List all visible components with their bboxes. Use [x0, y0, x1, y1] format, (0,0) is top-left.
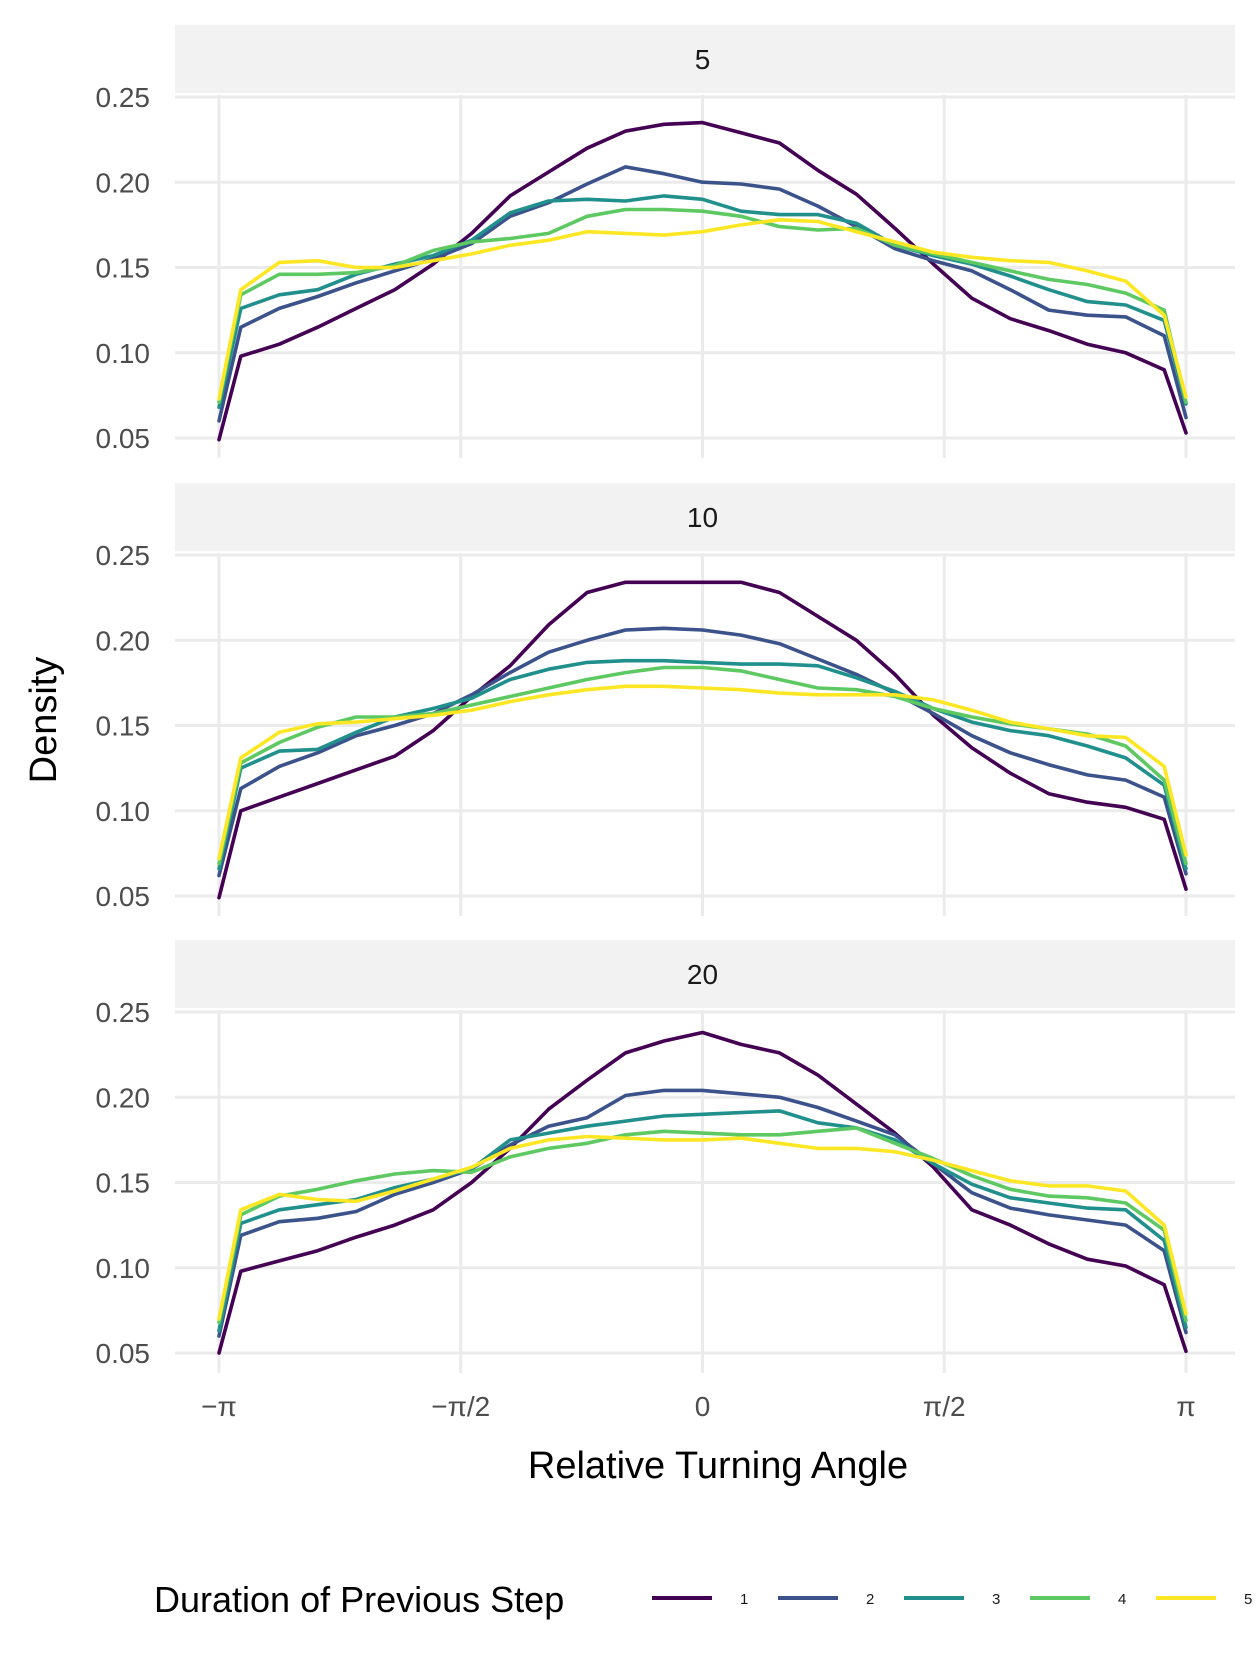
y-tick-label: 0.10 — [96, 796, 151, 827]
series-line-2 — [217, 1088, 1188, 1338]
y-tick-label: 0.25 — [96, 997, 151, 1028]
panel-5: 5 0.05 0.10 0.15 0.20 0.25 — [96, 25, 1235, 458]
panels: 5 0.05 0.10 0.15 0.20 0.25 10 0.05 0.10 0.15 0.20 0… — [96, 25, 1235, 1373]
panel-10: 10 0.05 0.10 0.15 0.20 0.25 — [96, 483, 1235, 916]
facet-strip — [175, 483, 1235, 551]
legend-label-5: 5 — [1244, 1591, 1252, 1608]
legend-label-4: 4 — [1118, 1591, 1126, 1608]
y-tick-label: 0.25 — [96, 82, 151, 113]
y-axis-title: Density — [23, 657, 65, 784]
x-tick-label: π — [1176, 1391, 1195, 1422]
facet-strip — [175, 25, 1235, 93]
legend-label-1: 1 — [740, 1591, 748, 1608]
series-line-4 — [217, 1126, 1188, 1325]
x-axis-ticks: −π −π/2 0 π/2 π — [201, 1391, 1196, 1422]
y-tick-label: 0.05 — [96, 1338, 151, 1369]
facet-label: 10 — [687, 502, 718, 533]
y-tick-label: 0.15 — [96, 1168, 151, 1199]
y-tick-label: 0.20 — [96, 167, 151, 198]
panel-20: 20 0.05 0.10 0.15 0.20 0.25 — [96, 940, 1235, 1373]
legend-label-3: 3 — [992, 1591, 1000, 1608]
legend-title: Duration of Previous Step — [154, 1579, 564, 1620]
facet-label: 20 — [687, 959, 718, 990]
series-line-3 — [217, 658, 1188, 871]
series-line-3 — [217, 1109, 1188, 1333]
series-line-2 — [217, 626, 1188, 878]
series-line-1 — [217, 1030, 1188, 1355]
x-tick-label: 0 — [695, 1391, 711, 1422]
facet-label: 5 — [695, 44, 711, 75]
series-line-5 — [217, 218, 1188, 401]
y-tick-label: 0.20 — [96, 1082, 151, 1113]
legend-label-2: 2 — [866, 1591, 874, 1608]
y-tick-label: 0.10 — [96, 338, 151, 369]
facet-strip — [175, 940, 1235, 1008]
series-line-2 — [217, 165, 1188, 423]
series-line-5 — [217, 1134, 1188, 1321]
series-line-4 — [217, 207, 1188, 404]
y-tick-label: 0.05 — [96, 881, 151, 912]
x-tick-label: −π — [201, 1391, 237, 1422]
y-tick-label: 0.25 — [96, 540, 151, 571]
x-tick-label: π/2 — [923, 1391, 966, 1422]
y-tick-label: 0.05 — [96, 423, 151, 454]
y-tick-label: 0.15 — [96, 711, 151, 742]
y-tick-label: 0.15 — [96, 253, 151, 284]
series-line-5 — [217, 684, 1188, 861]
series-line-1 — [217, 120, 1188, 442]
series-line-1 — [217, 580, 1188, 900]
x-tick-label: −π/2 — [431, 1391, 490, 1422]
y-tick-label: 0.10 — [96, 1253, 151, 1284]
y-tick-label: 0.20 — [96, 625, 151, 656]
legend: Duration of Previous Step 1 2 3 4 5 — [154, 1579, 1252, 1620]
x-axis-title: Relative Turning Angle — [528, 1445, 908, 1487]
